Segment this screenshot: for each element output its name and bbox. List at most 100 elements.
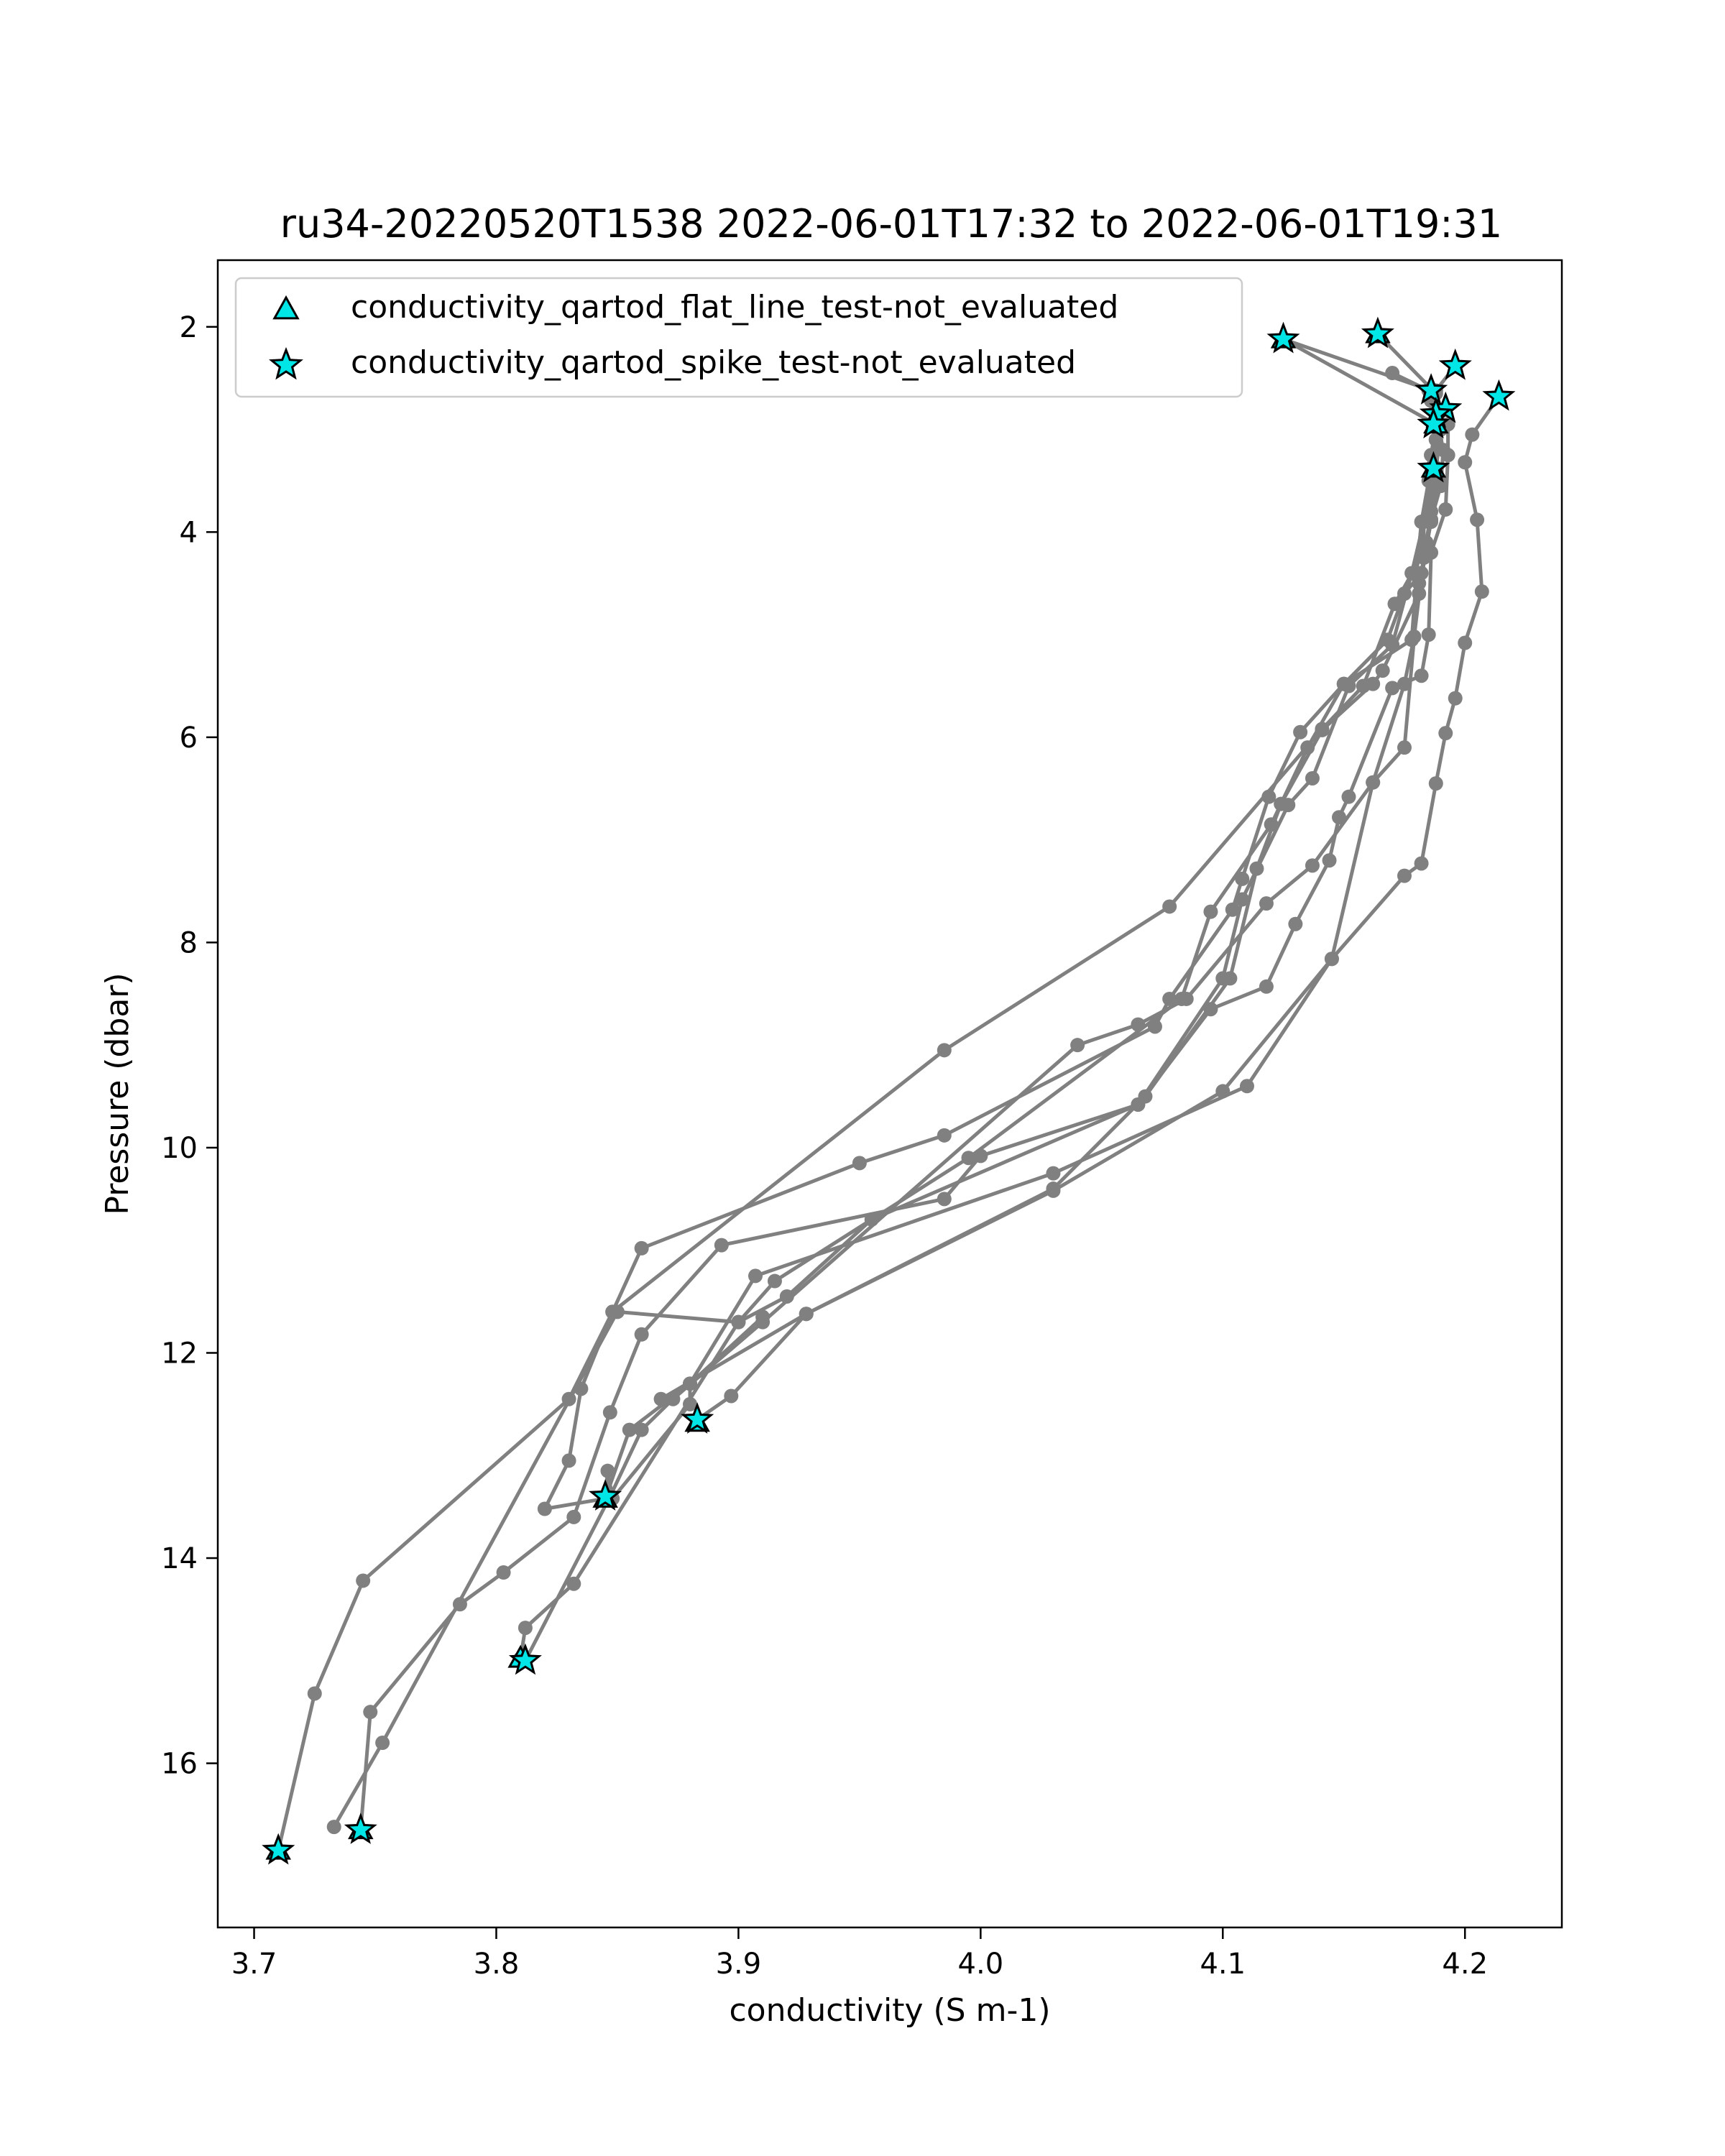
data-point: [1458, 635, 1473, 650]
data-point: [634, 1240, 649, 1256]
data-point: [634, 1327, 649, 1342]
data-point: [1366, 775, 1381, 790]
legend-triangle-marker: [272, 295, 300, 320]
y-tick-label: 10: [161, 1132, 198, 1165]
marker-layer: [262, 316, 1516, 1865]
data-point: [779, 1289, 794, 1304]
legend-label-flat-line: conductivity_qartod_flat_line_test-not_e…: [351, 289, 1118, 326]
data-point: [1397, 868, 1412, 883]
data-point: [1046, 1166, 1061, 1181]
y-tick-label: 6: [180, 722, 198, 755]
data-point: [518, 1621, 533, 1636]
x-tick-label: 3.8: [474, 1948, 520, 1981]
data-point: [1366, 676, 1381, 691]
spike-marker: [1438, 348, 1472, 380]
data-point: [1259, 979, 1274, 994]
data-point: [1375, 663, 1390, 678]
data-point: [1322, 853, 1337, 868]
data-point: [961, 1151, 976, 1166]
data-point: [363, 1705, 378, 1720]
data-point: [1404, 632, 1420, 648]
data-point: [1138, 1089, 1153, 1104]
data-point: [566, 1509, 581, 1524]
y-tick-label: 14: [161, 1542, 198, 1575]
x-tick-label: 3.7: [231, 1948, 277, 1981]
spike-marker: [262, 1833, 295, 1865]
data-point: [1397, 740, 1412, 755]
data-point: [1162, 899, 1177, 914]
y-tick-label: 16: [161, 1748, 198, 1781]
y-tick-label: 4: [180, 516, 198, 549]
x-tick-label: 4.0: [958, 1948, 1004, 1981]
data-point: [1438, 726, 1453, 741]
x-tick-label: 4.1: [1200, 1948, 1246, 1981]
data-point: [724, 1388, 739, 1404]
data-point: [1465, 427, 1480, 442]
data-point: [307, 1686, 322, 1701]
data-point: [799, 1307, 814, 1322]
data-point: [731, 1314, 746, 1330]
data-point: [600, 1463, 615, 1478]
data-point: [1409, 568, 1424, 583]
data-point: [1414, 856, 1429, 871]
data-point: [1448, 691, 1463, 706]
data-point: [1215, 1084, 1230, 1099]
chart-title: ru34-20220520T1538 2022-06-01T17:32 to 2…: [280, 201, 1502, 247]
data-point: [1414, 515, 1429, 530]
legend-label-spike: conductivity_qartod_spike_test-not_evalu…: [351, 344, 1076, 381]
data-point: [1435, 443, 1450, 458]
spike-marker: [1266, 321, 1300, 354]
y-tick-label: 12: [161, 1337, 198, 1370]
data-point: [1300, 740, 1315, 755]
data-point: [1235, 892, 1250, 907]
spike-marker: [1417, 407, 1450, 439]
data-point: [375, 1736, 390, 1751]
data-point: [1324, 952, 1339, 967]
data-point: [1470, 512, 1485, 528]
data-point: [610, 1304, 625, 1319]
data-point: [356, 1573, 371, 1588]
y-axis-label: Pressure (dbar): [99, 972, 136, 1215]
y-tick-label: 8: [180, 926, 198, 959]
plot-frame: [216, 259, 1563, 1929]
data-point: [1223, 971, 1238, 986]
data-point: [653, 1391, 668, 1406]
data-point: [1414, 668, 1429, 683]
data-point: [852, 1156, 867, 1171]
data-point: [1458, 455, 1473, 470]
data-point: [755, 1314, 770, 1330]
data-point: [1235, 871, 1250, 886]
data-point: [714, 1238, 729, 1253]
spike-marker: [1414, 373, 1448, 405]
data-point: [937, 1192, 952, 1207]
data-point: [1070, 1038, 1085, 1053]
x-tick-label: 3.9: [716, 1948, 762, 1981]
data-point: [1225, 902, 1240, 917]
data-point: [1162, 991, 1177, 1006]
data-point: [1385, 366, 1400, 381]
data-point: [561, 1453, 576, 1468]
data-point: [1385, 681, 1400, 696]
data-point: [602, 1405, 617, 1420]
legend-star-marker: [269, 346, 303, 380]
data-point: [1046, 1183, 1061, 1198]
data-point: [1249, 861, 1264, 876]
y-axis-ticks: 2 4 6 8 10 12 14 16: [161, 311, 218, 1781]
data-point: [1474, 584, 1489, 599]
x-axis-ticks: 3.7 3.8 3.9 4.0 4.1 4.2: [231, 1927, 1488, 1981]
data-point: [1387, 596, 1402, 612]
data-point: [1438, 502, 1453, 517]
data-point: [496, 1565, 511, 1580]
y-tick-label: 2: [180, 311, 198, 344]
x-axis-label: conductivity (S m-1): [729, 1992, 1050, 2029]
data-point: [634, 1422, 649, 1437]
data-point: [937, 1128, 952, 1143]
spike-marker: [1482, 379, 1516, 411]
spike-marker: [1417, 451, 1450, 483]
data-point: [1341, 789, 1356, 804]
data-point: [1305, 858, 1320, 873]
spike-marker: [344, 1812, 377, 1844]
legend: conductivity_qartod_flat_line_test-not_e…: [234, 277, 1243, 398]
data-point: [748, 1268, 763, 1284]
